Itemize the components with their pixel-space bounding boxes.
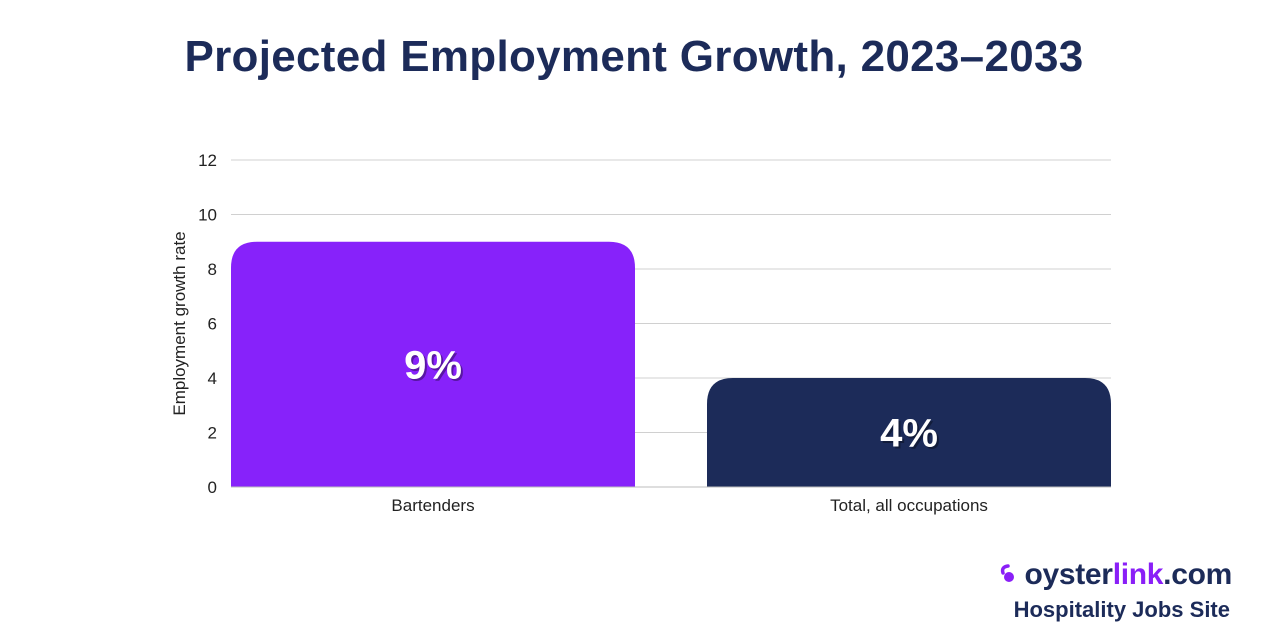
y-tick-label-4: 4 — [208, 369, 217, 388]
bar-0 — [231, 241, 635, 487]
logo-wordmark: oyster link .com — [972, 555, 1232, 595]
logo-text-oyster: oyster — [1024, 558, 1113, 591]
oyster-swirl-icon — [1001, 564, 1015, 582]
x-tick-label-0: Bartenders — [391, 496, 474, 515]
logo-text-link: link — [1112, 558, 1164, 591]
bar-value-label-shadow-0: 9% — [406, 345, 464, 389]
brand-logo: oyster link .com Hospitality Jobs Site — [972, 555, 1232, 623]
logo-text-domain: .com — [1163, 558, 1232, 591]
y-tick-label-8: 8 — [208, 260, 217, 279]
bar-value-label-1: 4% — [880, 412, 938, 456]
bar-value-label-0: 9% — [404, 343, 462, 387]
y-axis-label: Employment growth rate — [170, 231, 189, 415]
bar-1 — [707, 378, 1111, 487]
y-tick-label-6: 6 — [208, 315, 217, 334]
logo-tagline: Hospitality Jobs Site — [1013, 597, 1230, 622]
y-tick-label-2: 2 — [208, 424, 217, 443]
chart-title: Projected Employment Growth, 2023–2033 — [184, 32, 1084, 81]
bar-value-label-shadow-1: 4% — [882, 414, 940, 458]
y-tick-label-0: 0 — [208, 478, 217, 497]
y-tick-label-12: 12 — [198, 151, 217, 170]
y-tick-label-10: 10 — [198, 206, 217, 225]
x-tick-label-1: Total, all occupations — [830, 496, 988, 515]
